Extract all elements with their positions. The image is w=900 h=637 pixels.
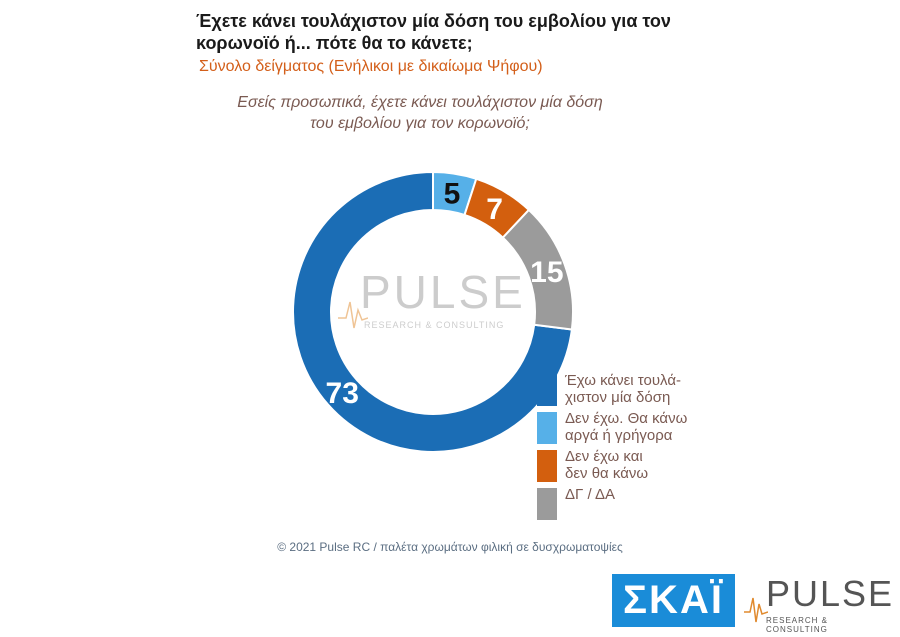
legend-swatch — [537, 374, 557, 406]
watermark-sub: RESEARCH & CONSULTING — [364, 320, 504, 330]
skai-logo: ΣΚΑΪ — [612, 574, 735, 627]
legend-item: Δεν έχω. Θα κάνω αργά ή γρήγορα — [537, 410, 737, 448]
legend-swatch — [537, 450, 557, 482]
legend-item: Έχω κάνει τουλά- χιστον μία δόση — [537, 372, 737, 410]
legend-label-0: Έχω κάνει τουλά- χιστον μία δόση — [565, 372, 735, 406]
footer-copyright: © 2021 Pulse RC / παλέτα χρωμάτων φιλική… — [0, 540, 900, 554]
legend-swatch — [537, 412, 557, 444]
legend-label-1: Δεν έχω. Θα κάνω αργά ή γρήγορα — [565, 410, 735, 444]
pulse-wave-icon — [744, 588, 768, 628]
watermark-word: PULSE — [360, 268, 526, 316]
pulse-watermark: PULSE RESEARCH & CONSULTING — [338, 268, 528, 338]
legend-label-3: ΔΓ / ΔΑ — [565, 486, 735, 503]
pulse-logo-sub: RESEARCH & CONSULTING — [766, 616, 889, 634]
donut-value-label-1: 5 — [444, 177, 461, 210]
pulse-logo: PULSE RESEARCH & CONSULTING — [744, 574, 889, 630]
donut-value-label-2: 7 — [486, 193, 503, 226]
legend-swatch — [537, 488, 557, 520]
legend-item: ΔΓ / ΔΑ — [537, 486, 737, 524]
legend-item: Δεν έχω και δεν θα κάνω — [537, 448, 737, 486]
donut-value-label-3: 15 — [530, 256, 563, 289]
donut-value-label-0: 73 — [326, 377, 359, 410]
chart-legend: Έχω κάνει τουλά- χιστον μία δόση Δεν έχω… — [537, 372, 737, 524]
pulse-logo-word: PULSE — [766, 574, 894, 614]
legend-label-2: Δεν έχω και δεν θα κάνω — [565, 448, 735, 482]
